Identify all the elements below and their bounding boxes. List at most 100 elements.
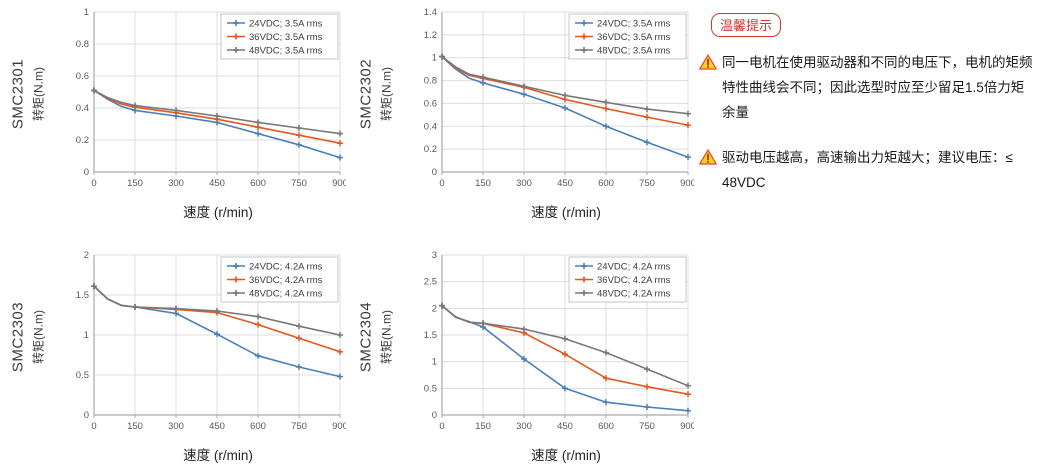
tip-note: 同一电机在使用驱动器和不同的电压下，电机的矩频特性曲线会不同；因此选型时应至少留… — [699, 50, 1035, 125]
y-axis-labels: SMC2302 转矩(N.m) — [352, 4, 400, 200]
svg-text:0.5: 0.5 — [424, 383, 437, 394]
tip-note-text: 同一电机在使用驱动器和不同的电压下，电机的矩频特性曲线会不同；因此选型时应至少留… — [722, 55, 1033, 120]
svg-text:150: 150 — [475, 421, 491, 432]
svg-text:0: 0 — [439, 178, 444, 189]
y-axis-title: 转矩(N.m) — [379, 67, 394, 122]
svg-text:0: 0 — [84, 167, 89, 178]
chart-block-smc2304: SMC2304 转矩(N.m) 0 0.5 1 1.5 2 2.5 3 0 150 300 450 6… — [352, 247, 700, 464]
svg-text:0: 0 — [432, 167, 437, 178]
tip-note: 驱动电压越高，高速输出力矩越大；建议电压：≤ 48VDC — [699, 145, 1035, 195]
svg-text:600: 600 — [250, 178, 266, 189]
svg-text:150: 150 — [475, 178, 491, 189]
svg-text:0.8: 0.8 — [76, 39, 89, 50]
motor-model-label: SMC2302 — [357, 59, 375, 130]
svg-text:750: 750 — [291, 178, 307, 189]
svg-text:300: 300 — [516, 178, 532, 189]
svg-text:1.5: 1.5 — [424, 330, 437, 341]
svg-text:36VDC; 4.2A rms: 36VDC; 4.2A rms — [249, 275, 323, 286]
svg-text:900: 900 — [332, 178, 346, 189]
svg-text:450: 450 — [557, 421, 573, 432]
svg-text:2: 2 — [84, 250, 89, 261]
svg-text:750: 750 — [291, 421, 307, 432]
svg-text:450: 450 — [557, 178, 573, 189]
svg-text:1: 1 — [432, 53, 437, 64]
y-axis-title: 转矩(N.m) — [31, 67, 46, 122]
svg-text:900: 900 — [680, 421, 694, 432]
svg-text:0.8: 0.8 — [424, 76, 437, 87]
svg-text:0.6: 0.6 — [424, 98, 437, 109]
svg-text:600: 600 — [598, 421, 614, 432]
torque-speed-chart-smc2304: 0 0.5 1 1.5 2 2.5 3 0 150 300 450 600 750 900 24VDC; 4… — [400, 247, 696, 443]
chart-block-smc2302: SMC2302 转矩(N.m) 0 0.2 0.4 0.6 0.8 1 1.2 1.4 0 150… — [352, 4, 700, 221]
svg-text:0: 0 — [91, 178, 96, 189]
plot-wrap: 0 0.2 0.4 0.6 0.8 1 0 150 300 450 600 750 900 24VDC; … — [52, 4, 348, 221]
svg-text:450: 450 — [209, 421, 225, 432]
svg-text:300: 300 — [168, 421, 184, 432]
svg-text:48VDC; 3.5A rms: 48VDC; 3.5A rms — [597, 46, 671, 57]
svg-text:300: 300 — [168, 178, 184, 189]
y-axis-labels: SMC2301 转矩(N.m) — [4, 4, 52, 200]
x-axis-title: 速度 (r/min) — [531, 448, 601, 463]
plot-wrap: 0 0.5 1 1.5 2 2.5 3 0 150 300 450 600 750 900 24VDC; 4… — [400, 247, 696, 464]
y-axis-title: 转矩(N.m) — [31, 310, 46, 365]
svg-text:48VDC; 4.2A rms: 48VDC; 4.2A rms — [249, 289, 323, 300]
tip-note-text: 驱动电压越高，高速输出力矩越大；建议电压：≤ 48VDC — [722, 150, 1013, 190]
svg-text:24VDC; 4.2A rms: 24VDC; 4.2A rms — [597, 262, 671, 273]
svg-text:0.4: 0.4 — [76, 103, 89, 114]
svg-text:48VDC; 3.5A rms: 48VDC; 3.5A rms — [249, 46, 323, 57]
svg-text:24VDC; 3.5A rms: 24VDC; 3.5A rms — [249, 19, 323, 30]
svg-text:24VDC; 4.2A rms: 24VDC; 4.2A rms — [249, 262, 323, 273]
svg-text:1: 1 — [432, 357, 437, 368]
plot-wrap: 0 0.2 0.4 0.6 0.8 1 1.2 1.4 0 150 300 450 600 750 900 2… — [400, 4, 696, 221]
svg-text:150: 150 — [127, 178, 143, 189]
svg-text:600: 600 — [598, 178, 614, 189]
svg-text:900: 900 — [332, 421, 346, 432]
torque-speed-chart-smc2301: 0 0.2 0.4 0.6 0.8 1 0 150 300 450 600 750 900 24VDC; … — [52, 4, 348, 200]
svg-text:1.4: 1.4 — [424, 7, 437, 18]
svg-text:0: 0 — [91, 421, 96, 432]
motor-model-label: SMC2304 — [357, 302, 375, 373]
x-axis-title: 速度 (r/min) — [531, 205, 601, 220]
svg-text:2.5: 2.5 — [424, 277, 437, 288]
svg-text:0: 0 — [439, 421, 444, 432]
svg-text:450: 450 — [209, 178, 225, 189]
svg-text:48VDC; 4.2A rms: 48VDC; 4.2A rms — [597, 289, 671, 300]
svg-text:750: 750 — [639, 178, 655, 189]
svg-text:36VDC; 3.5A rms: 36VDC; 3.5A rms — [597, 32, 671, 43]
svg-text:0.2: 0.2 — [76, 135, 89, 146]
motor-model-label: SMC2303 — [9, 302, 27, 373]
svg-text:0.6: 0.6 — [76, 71, 89, 82]
svg-text:1.2: 1.2 — [424, 30, 437, 41]
svg-text:0.2: 0.2 — [424, 144, 437, 155]
svg-text:1.5: 1.5 — [76, 290, 89, 301]
svg-text:900: 900 — [680, 178, 694, 189]
motor-model-label: SMC2301 — [9, 59, 27, 130]
svg-text:2: 2 — [432, 303, 437, 314]
x-axis-title: 速度 (r/min) — [183, 205, 253, 220]
tips-panel: 温馨提示 同一电机在使用驱动器和不同的电压下，电机的矩频特性曲线会不同；因此选型… — [699, 13, 1035, 195]
y-axis-labels: SMC2303 转矩(N.m) — [4, 247, 52, 443]
svg-text:36VDC; 3.5A rms: 36VDC; 3.5A rms — [249, 32, 323, 43]
svg-text:24VDC; 3.5A rms: 24VDC; 3.5A rms — [597, 19, 671, 30]
chart-block-smc2303: SMC2303 转矩(N.m) 0 0.5 1 1.5 2 0 150 300 450 600 75… — [4, 247, 352, 464]
chart-block-smc2301: SMC2301 转矩(N.m) 0 0.2 0.4 0.6 0.8 1 0 150 300 450… — [4, 4, 352, 221]
svg-text:36VDC; 4.2A rms: 36VDC; 4.2A rms — [597, 275, 671, 286]
warning-triangle-icon — [699, 149, 717, 170]
torque-speed-chart-smc2302: 0 0.2 0.4 0.6 0.8 1 1.2 1.4 0 150 300 450 600 750 900 2… — [400, 4, 696, 200]
plot-wrap: 0 0.5 1 1.5 2 0 150 300 450 600 750 900 24VDC; 4.2A … — [52, 247, 348, 464]
x-axis-title: 速度 (r/min) — [183, 448, 253, 463]
tips-badge: 温馨提示 — [711, 13, 782, 37]
svg-text:0.5: 0.5 — [76, 370, 89, 381]
charts-grid: SMC2301 转矩(N.m) 0 0.2 0.4 0.6 0.8 1 0 150 300 450… — [4, 4, 700, 464]
y-axis-title: 转矩(N.m) — [379, 310, 394, 365]
svg-text:750: 750 — [639, 421, 655, 432]
svg-text:150: 150 — [127, 421, 143, 432]
svg-text:0.4: 0.4 — [424, 121, 437, 132]
svg-text:3: 3 — [432, 250, 437, 261]
svg-text:1: 1 — [84, 7, 89, 18]
svg-text:0: 0 — [432, 410, 437, 421]
svg-text:1: 1 — [84, 330, 89, 341]
svg-text:0: 0 — [84, 410, 89, 421]
torque-speed-chart-smc2303: 0 0.5 1 1.5 2 0 150 300 450 600 750 900 24VDC; 4.2A … — [52, 247, 348, 443]
